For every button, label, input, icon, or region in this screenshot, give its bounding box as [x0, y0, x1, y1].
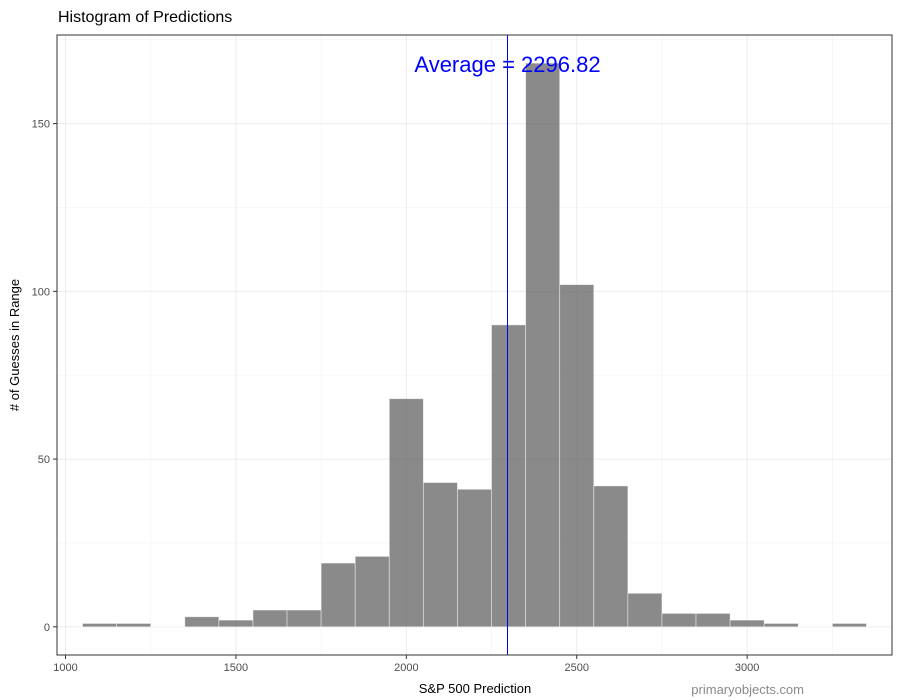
histogram-bar: [525, 62, 561, 628]
histogram-bar: [695, 612, 731, 628]
y-axis-ticks: 0 50 100 150: [32, 119, 57, 634]
histogram-bar: [320, 562, 356, 628]
watermark-text: primaryobjects.com: [691, 682, 804, 697]
y-tick-label: 150: [32, 119, 50, 131]
y-tick-label: 100: [32, 286, 50, 298]
x-tick-label: 1000: [53, 662, 77, 674]
histogram-bar: [457, 488, 492, 628]
average-annotation: Average = 2296.82: [414, 52, 600, 77]
histogram-bar: [491, 324, 527, 628]
histogram-bar: [354, 555, 390, 628]
histogram-bars: [82, 62, 867, 628]
average-marker: Average = 2296.82: [414, 35, 601, 655]
y-tick-label: 50: [38, 454, 50, 466]
x-tick-label: 3000: [735, 662, 759, 674]
histogram-bar: [116, 623, 152, 628]
histogram-bar: [559, 284, 595, 628]
x-tick-label: 1500: [224, 662, 248, 674]
histogram-bar: [82, 623, 118, 628]
histogram-bar: [218, 619, 254, 628]
histogram-bar: [252, 609, 288, 628]
histogram-bar: [593, 485, 629, 628]
y-tick-label: 0: [44, 622, 50, 634]
histogram-bar: [729, 619, 765, 628]
histogram-bar: [831, 623, 867, 628]
histogram-bar: [388, 398, 424, 628]
histogram-bar: [184, 616, 220, 628]
histogram-bar: [661, 612, 697, 628]
histogram-bar: [422, 482, 458, 628]
x-tick-label: 2000: [394, 662, 418, 674]
plot-panel-border: [56, 34, 893, 656]
chart-title: Histogram of Predictions: [58, 9, 232, 26]
histogram-bar: [286, 609, 322, 628]
histogram-bar: [763, 623, 799, 628]
histogram-bar: [627, 592, 663, 628]
x-tick-label: 2500: [565, 662, 589, 674]
x-axis-ticks: 1000 1500 2000 2500 3000: [53, 655, 759, 674]
y-axis-label: # of Guesses in Range: [7, 279, 22, 411]
x-axis-label: S&P 500 Prediction: [419, 681, 532, 696]
